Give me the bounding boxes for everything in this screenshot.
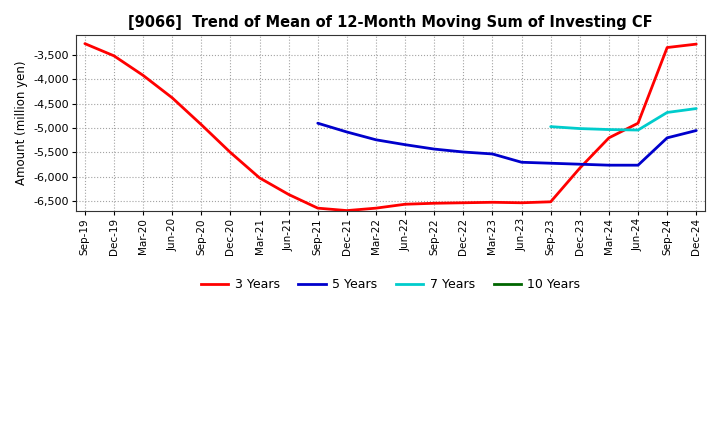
5 Years	[692, 128, 701, 133]
3 Years	[284, 192, 293, 197]
Line: 3 Years: 3 Years	[85, 44, 696, 211]
3 Years	[226, 150, 235, 155]
3 Years	[430, 201, 438, 206]
3 Years	[255, 175, 264, 180]
Line: 7 Years: 7 Years	[551, 109, 696, 130]
Legend: 3 Years, 5 Years, 7 Years, 10 Years: 3 Years, 5 Years, 7 Years, 10 Years	[196, 273, 585, 296]
3 Years	[488, 200, 497, 205]
3 Years	[401, 202, 410, 207]
5 Years	[663, 135, 672, 140]
5 Years	[488, 151, 497, 157]
5 Years	[313, 121, 322, 126]
3 Years	[459, 200, 468, 205]
3 Years	[197, 122, 206, 127]
5 Years	[343, 129, 351, 135]
Line: 5 Years: 5 Years	[318, 123, 696, 165]
5 Years	[575, 161, 584, 167]
3 Years	[517, 200, 526, 205]
3 Years	[81, 41, 89, 46]
3 Years	[343, 208, 351, 213]
3 Years	[372, 205, 380, 211]
3 Years	[168, 95, 176, 100]
3 Years	[605, 135, 613, 140]
7 Years	[575, 126, 584, 131]
7 Years	[605, 127, 613, 132]
5 Years	[634, 162, 642, 168]
3 Years	[634, 121, 642, 126]
5 Years	[430, 147, 438, 152]
3 Years	[663, 45, 672, 50]
5 Years	[517, 160, 526, 165]
3 Years	[139, 73, 148, 78]
7 Years	[663, 110, 672, 115]
5 Years	[459, 149, 468, 154]
Y-axis label: Amount (million yen): Amount (million yen)	[15, 61, 28, 185]
7 Years	[546, 124, 555, 129]
7 Years	[634, 128, 642, 133]
3 Years	[109, 53, 118, 59]
5 Years	[401, 142, 410, 147]
5 Years	[372, 137, 380, 143]
Title: [9066]  Trend of Mean of 12-Month Moving Sum of Investing CF: [9066] Trend of Mean of 12-Month Moving …	[128, 15, 653, 30]
3 Years	[546, 199, 555, 205]
7 Years	[692, 106, 701, 111]
5 Years	[546, 161, 555, 166]
3 Years	[313, 205, 322, 211]
3 Years	[692, 41, 701, 47]
3 Years	[575, 165, 584, 171]
5 Years	[605, 162, 613, 168]
